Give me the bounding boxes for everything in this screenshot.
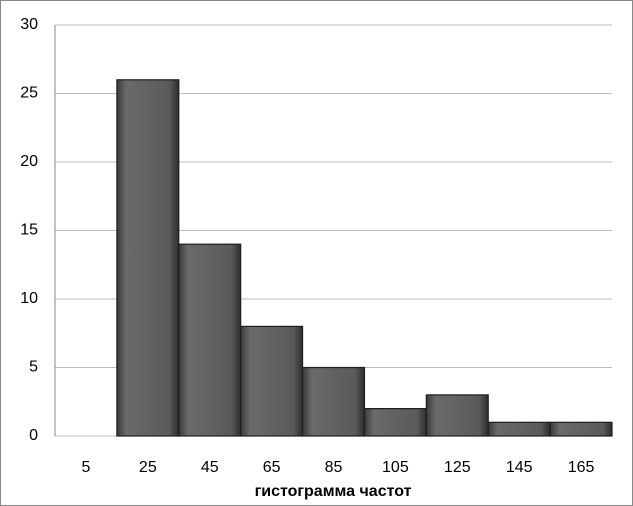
x-tick-label: 25 (139, 459, 157, 476)
x-tick-label: 125 (444, 459, 471, 476)
x-axis-title: гистограмма частот (255, 483, 412, 500)
x-tick-label: 5 (81, 459, 90, 476)
x-tick-label: 65 (263, 459, 281, 476)
bar (301, 366, 366, 437)
x-tick-label: 105 (382, 459, 409, 476)
y-tick-label: 25 (20, 85, 38, 102)
x-tick-label: 45 (201, 459, 219, 476)
x-tick-label: 145 (506, 459, 533, 476)
bar (487, 421, 551, 437)
y-tick-label: 0 (29, 427, 38, 444)
x-tick-label: 85 (325, 459, 343, 476)
bar (363, 408, 427, 437)
bar (116, 79, 180, 437)
bar (425, 394, 489, 437)
x-tick-label: 165 (568, 459, 595, 476)
y-tick-label: 10 (20, 290, 38, 307)
bar (178, 243, 242, 437)
y-tick-label: 15 (20, 222, 38, 239)
bar (240, 325, 304, 437)
y-tick-label: 20 (20, 153, 38, 170)
y-tick-label: 5 (29, 359, 38, 376)
y-tick-label: 30 (20, 16, 38, 33)
bar (549, 421, 613, 437)
